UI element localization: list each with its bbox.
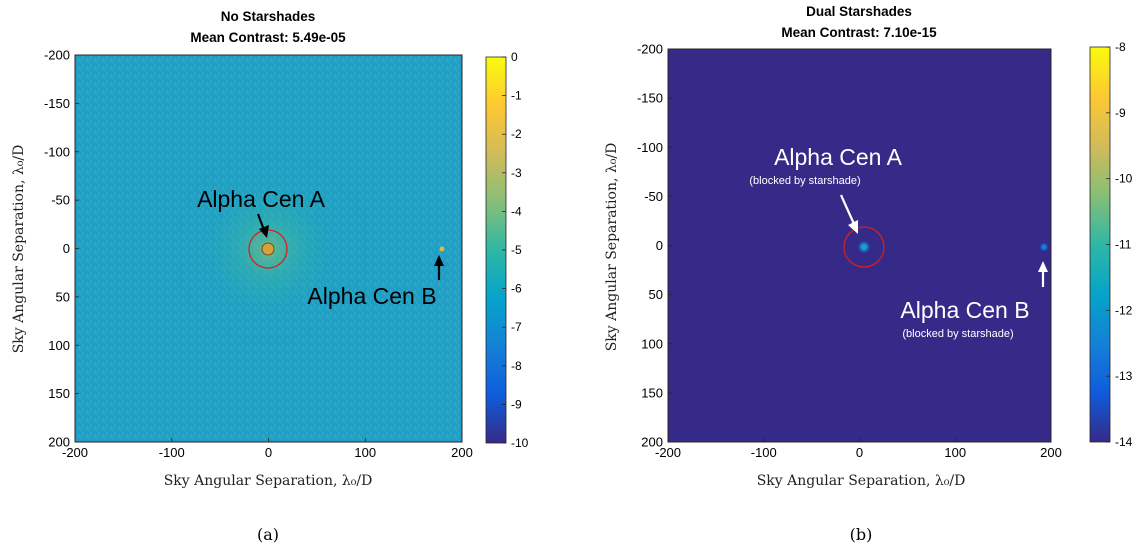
panel-a-alpha-cen-b-label: Alpha Cen B [307,283,436,309]
panel-b-y-tick-label: 150 [641,385,663,400]
panel-b-y-tick-label: -100 [637,140,663,155]
panel-b-colorbar-tick-label: -10 [1115,172,1133,186]
panel-a-y-tick-label: 50 [56,289,70,304]
panel-b-y-tick-label: -150 [637,91,663,106]
panel-b-colorbar-ticks: -8 -9 -10 -11 -12 -13 -14 [1106,40,1133,449]
panel-b-arrow-b-head [1038,261,1048,272]
panel-b-y-tick-label: 100 [641,336,663,351]
panel-b-y-tick-label: 0 [656,238,663,253]
panel-a-caption: (a) [257,525,279,544]
panel-a-colorbar-tick-label: -4 [511,204,522,218]
panel-b-colorbar-tick-label: -8 [1115,40,1126,54]
panel-a-y-tick-label: -150 [44,96,70,111]
panel-a-colorbar-tick-label: -10 [511,436,529,450]
panel-a-arrow-b-head [434,255,444,266]
panel-a: No Starshades Mean Contrast: 5.49e-05 -2… [11,9,529,544]
panel-a-alpha-cen-a-source [261,242,275,256]
panel-b-colorbar-tick-label: -13 [1115,369,1133,383]
panel-b-alpha-cen-a-circle [843,226,885,268]
panel-b-axis-ticks: -200 -100 0 100 200-200-150-100-500501001502… [637,42,1062,461]
panel-a-y-tick-label: -100 [44,144,70,159]
panel-b-x-tick-label: 0 [856,445,863,460]
panel-b-colorbar-tick-label: -9 [1115,106,1126,120]
panel-a-x-tick-label: 0 [265,445,272,460]
panel-b-arrow-a-shaft [839,194,856,225]
panel-a-y-tick-label: 100 [48,338,70,353]
panel-a-x-axis-label: Sky Angular Separation, λ₀/D [164,473,373,489]
panel-b-alpha-cen-b-label: Alpha Cen B [900,297,1029,323]
panel-b-x-tick-label: 200 [1040,445,1062,460]
panel-a-alpha-cen-b-source [439,246,445,252]
panel-b-x-axis-label: Sky Angular Separation, λ₀/D [757,473,966,489]
panel-b-alpha-cen-b-source [1039,242,1049,252]
panel-b-x-tick-label: -100 [751,445,777,460]
panel-a-y-tick-label: -200 [44,48,70,63]
panel-a-alpha-cen-a-label: Alpha Cen A [197,186,326,212]
panel-b-alpha-cen-b-sublabel: (blocked by starshade) [902,328,1013,340]
panel-b: Dual Starshades Mean Contrast: 7.10e-15 … [604,4,1133,544]
panel-a-colorbar-tick-label: -3 [511,166,522,180]
panel-a-colorbar-tick-label: -1 [511,89,522,103]
panel-a-colorbar-tick-label: -6 [511,282,522,296]
panel-b-title: Dual Starshades [806,4,912,19]
panel-a-colorbar-tick-label: -5 [511,243,522,257]
panel-b-y-axis-label: Sky Angular Separation, λ₀/D [604,143,620,352]
panel-a-colorbar-ticks: 0 -1 -2 -3 -4 -5 -6 -7 -8 -9 -10 [502,50,529,450]
panel-a-axis-ticks: -200 -100 0 100 200-200-150-100-500501001502… [44,48,473,461]
panel-a-colorbar-tick-label: -7 [511,320,522,334]
panel-b-alpha-cen-a-source [857,240,871,254]
panel-b-x-tick-label: -200 [655,445,681,460]
panel-b-alpha-cen-a-sublabel: (blocked by starshade) [749,175,860,187]
panel-b-y-tick-label: -200 [637,42,663,57]
panel-b-colorbar-tick-label: -12 [1115,303,1133,317]
panel-b-y-tick-label: -50 [644,189,663,204]
panel-a-x-tick-label: 100 [354,445,376,460]
panel-b-colorbar-tick-label: -11 [1115,238,1132,252]
panel-a-x-tick-label: -100 [159,445,185,460]
panel-b-y-tick-label: 200 [641,435,663,450]
panel-a-colorbar-tick-label: -8 [511,359,522,373]
panel-a-y-tick-label: 0 [63,241,70,256]
panel-b-x-tick-label: 100 [944,445,966,460]
panel-a-arrow-a-head [259,225,269,238]
panel-b-arrow-a-head [848,220,858,234]
panel-a-y-tick-label: -50 [51,193,70,208]
panel-b-colorbar-tick-label: -14 [1115,435,1133,449]
panel-a-colorbar-tick-label: -2 [511,127,522,141]
panel-a-x-tick-label: -200 [62,445,88,460]
panel-a-arrow-a-shaft [256,213,266,231]
panel-a-subtitle: Mean Contrast: 5.49e-05 [190,30,346,45]
panel-b-y-tick-label: 50 [649,287,663,302]
panel-a-y-tick-label: 150 [48,386,70,401]
panel-a-colorbar-tick-label: -9 [511,397,522,411]
panel-a-x-tick-label: 200 [451,445,473,460]
panel-b-alpha-cen-a-label: Alpha Cen A [774,144,903,170]
panel-a-y-tick-label: 200 [48,435,70,450]
panel-a-title: No Starshades [221,9,316,24]
panel-b-subtitle: Mean Contrast: 7.10e-15 [781,25,937,40]
panel-b-caption: (b) [850,525,873,544]
panel-a-y-axis-label: Sky Angular Separation, λ₀/D [11,145,27,354]
panel-a-colorbar-tick-label: 0 [511,50,518,64]
